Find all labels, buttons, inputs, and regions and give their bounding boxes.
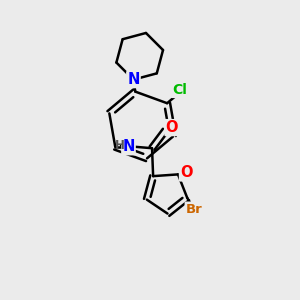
Text: Br: Br <box>186 202 202 216</box>
Text: N: N <box>127 72 140 87</box>
Text: N: N <box>122 139 135 154</box>
Text: O: O <box>180 165 193 180</box>
Text: Cl: Cl <box>172 83 187 97</box>
Text: O: O <box>166 120 178 135</box>
Text: H: H <box>115 139 124 152</box>
